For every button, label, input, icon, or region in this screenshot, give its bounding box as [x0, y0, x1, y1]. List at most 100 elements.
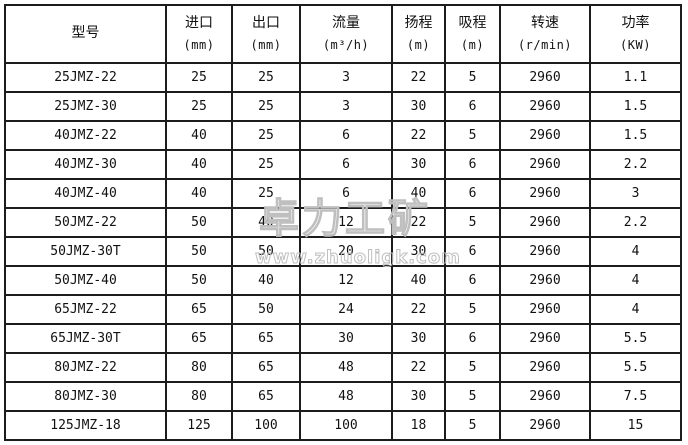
- cell-flow: 6: [299, 120, 393, 151]
- header-label-head: 扬程: [404, 14, 433, 31]
- cell-suction: 6: [444, 323, 501, 354]
- cell-outlet: 25: [231, 91, 301, 122]
- pump-spec-table: 型号 进口 (mm) 出口 (mm) 流量 (m³/h) 扬程 (m) 吸程 (m) 转速 (r/min…: [4, 4, 682, 441]
- cell-suction: 5: [444, 410, 501, 441]
- cell-flow: 12: [299, 207, 393, 238]
- cell-power: 5.5: [589, 323, 682, 354]
- cell-inlet: 25: [165, 91, 233, 122]
- cell-inlet: 40: [165, 149, 233, 180]
- cell-head: 22: [391, 207, 446, 238]
- cell-flow: 30: [299, 323, 393, 354]
- cell-power: 1.1: [589, 62, 682, 93]
- header-unit-head: (m): [406, 38, 431, 53]
- cell-power: 5.5: [589, 352, 682, 383]
- header-label-power: 功率: [621, 14, 650, 31]
- cell-power: 4: [589, 294, 682, 325]
- cell-outlet: 100: [231, 410, 301, 441]
- header-cell-outlet: 出口 (mm): [231, 4, 301, 64]
- cell-model: 125JMZ-18: [4, 410, 167, 441]
- cell-flow: 3: [299, 91, 393, 122]
- cell-flow: 20: [299, 236, 393, 267]
- cell-head: 30: [391, 381, 446, 412]
- cell-suction: 5: [444, 62, 501, 93]
- cell-speed: 2960: [499, 149, 591, 180]
- cell-inlet: 40: [165, 178, 233, 209]
- table-row: 80JMZ-30 80 65 48 30 5 2960 7.5: [4, 381, 682, 412]
- cell-suction: 6: [444, 265, 501, 296]
- cell-model: 65JMZ-22: [4, 294, 167, 325]
- header-cell-power: 功率 (KW): [589, 4, 682, 64]
- cell-flow: 100: [299, 410, 393, 441]
- cell-head: 22: [391, 120, 446, 151]
- cell-model: 40JMZ-30: [4, 149, 167, 180]
- header-row: 型号 进口 (mm) 出口 (mm) 流量 (m³/h) 扬程 (m) 吸程 (m) 转速 (r/min…: [4, 4, 682, 64]
- header-cell-inlet: 进口 (mm): [165, 4, 233, 64]
- table-row: 125JMZ-18 125 100 100 18 5 2960 15: [4, 410, 682, 441]
- cell-inlet: 80: [165, 381, 233, 412]
- cell-outlet: 25: [231, 178, 301, 209]
- cell-head: 30: [391, 236, 446, 267]
- cell-head: 30: [391, 323, 446, 354]
- cell-outlet: 65: [231, 323, 301, 354]
- cell-speed: 2960: [499, 352, 591, 383]
- cell-power: 3: [589, 178, 682, 209]
- cell-power: 15: [589, 410, 682, 441]
- table-row: 40JMZ-30 40 25 6 30 6 2960 2.2: [4, 149, 682, 180]
- cell-model: 80JMZ-22: [4, 352, 167, 383]
- cell-power: 4: [589, 265, 682, 296]
- table-body: 25JMZ-22 25 25 3 22 5 2960 1.1 25JMZ-30 25 25 3 30 6 2…: [4, 62, 682, 441]
- cell-model: 50JMZ-30T: [4, 236, 167, 267]
- cell-model: 65JMZ-30T: [4, 323, 167, 354]
- header-unit-power: (KW): [620, 38, 651, 53]
- header-label-model: 型号: [71, 25, 100, 42]
- cell-flow: 3: [299, 62, 393, 93]
- header-cell-suction: 吸程 (m): [444, 4, 501, 64]
- cell-flow: 6: [299, 149, 393, 180]
- cell-flow: 48: [299, 352, 393, 383]
- header-label-outlet: 出口: [252, 14, 280, 31]
- cell-speed: 2960: [499, 236, 591, 267]
- cell-flow: 24: [299, 294, 393, 325]
- header-unit-inlet: (mm): [183, 38, 215, 53]
- cell-head: 22: [391, 294, 446, 325]
- cell-inlet: 125: [165, 410, 233, 441]
- cell-outlet: 40: [231, 207, 301, 238]
- cell-speed: 2960: [499, 178, 591, 209]
- cell-model: 25JMZ-30: [4, 91, 167, 122]
- cell-suction: 5: [444, 120, 501, 151]
- cell-head: 30: [391, 91, 446, 122]
- header-cell-head: 扬程 (m): [391, 4, 446, 64]
- cell-head: 30: [391, 149, 446, 180]
- cell-suction: 6: [444, 178, 501, 209]
- table-header: 型号 进口 (mm) 出口 (mm) 流量 (m³/h) 扬程 (m) 吸程 (m) 转速 (r/min…: [4, 4, 682, 64]
- cell-speed: 2960: [499, 294, 591, 325]
- cell-power: 1.5: [589, 120, 682, 151]
- header-cell-model: 型号: [4, 4, 167, 64]
- cell-flow: 6: [299, 178, 393, 209]
- cell-power: 4: [589, 236, 682, 267]
- cell-head: 22: [391, 352, 446, 383]
- cell-inlet: 65: [165, 323, 233, 354]
- header-label-inlet: 进口: [185, 14, 213, 31]
- cell-head: 40: [391, 265, 446, 296]
- cell-suction: 5: [444, 207, 501, 238]
- cell-speed: 2960: [499, 323, 591, 354]
- header-label-suction: 吸程: [458, 14, 487, 31]
- table-row: 50JMZ-30T 50 50 20 30 6 2960 4: [4, 236, 682, 267]
- table-row: 50JMZ-22 50 40 12 22 5 2960 2.2: [4, 207, 682, 238]
- cell-head: 18: [391, 410, 446, 441]
- table-row: 25JMZ-22 25 25 3 22 5 2960 1.1: [4, 62, 682, 93]
- table-row: 40JMZ-40 40 25 6 40 6 2960 3: [4, 178, 682, 209]
- header-unit-suction: (m): [460, 38, 485, 53]
- header-unit-speed: (r/min): [517, 38, 573, 53]
- table-row: 25JMZ-30 25 25 3 30 6 2960 1.5: [4, 91, 682, 122]
- cell-suction: 5: [444, 294, 501, 325]
- cell-model: 80JMZ-30: [4, 381, 167, 412]
- cell-inlet: 80: [165, 352, 233, 383]
- cell-outlet: 25: [231, 120, 301, 151]
- table-row: 65JMZ-30T 65 65 30 30 6 2960 5.5: [4, 323, 682, 354]
- table-row: 40JMZ-22 40 25 6 22 5 2960 1.5: [4, 120, 682, 151]
- table-row: 50JMZ-40 50 40 12 40 6 2960 4: [4, 265, 682, 296]
- cell-model: 40JMZ-40: [4, 178, 167, 209]
